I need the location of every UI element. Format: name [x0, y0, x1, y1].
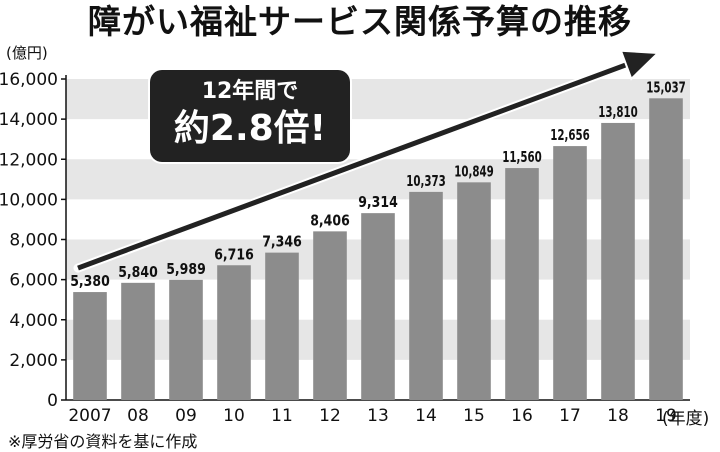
bar — [313, 231, 347, 400]
x-tick-label: 12 — [319, 406, 341, 426]
y-tick-label: 0 — [47, 391, 58, 411]
bar — [361, 213, 395, 400]
value-label: 13,810 — [598, 103, 638, 121]
value-labels: 5,380 5,840 5,989 6,716 7,346 8,406 9,314 10,37… — [70, 78, 686, 290]
x-tick-label: 15 — [463, 406, 485, 426]
value-label: 10,373 — [406, 172, 446, 190]
y-axis-unit: (億円) — [6, 44, 48, 62]
bar — [121, 282, 155, 400]
x-tick-label: 13 — [367, 406, 389, 426]
value-label: 10,849 — [454, 162, 494, 180]
x-tick-label: 2007 — [68, 406, 111, 426]
bar — [553, 146, 587, 400]
bar — [217, 265, 251, 400]
y-tick-label: 4,000 — [9, 311, 58, 331]
x-tick-label: 09 — [175, 406, 197, 426]
x-tick-label: 16 — [511, 406, 533, 426]
y-tick-label: 12,000 — [0, 150, 58, 170]
x-tick-label: 19 — [655, 406, 677, 426]
value-label: 11,560 — [502, 148, 542, 166]
x-tick-label: 17 — [559, 406, 581, 426]
value-label: 5,380 — [70, 272, 110, 290]
y-tick-label: 16,000 — [0, 70, 58, 90]
annotation-line2: 約2.8倍! — [173, 108, 327, 149]
bar — [649, 98, 683, 400]
y-tick-label: 10,000 — [0, 190, 58, 210]
trend-arrow-head — [619, 49, 661, 81]
x-tick-label: 08 — [127, 406, 149, 426]
bar — [73, 292, 107, 400]
x-tick-label: 10 — [223, 406, 245, 426]
value-label: 5,840 — [118, 263, 158, 281]
x-axis-unit: (年度) — [662, 409, 710, 429]
trend-arrow — [73, 49, 661, 273]
trend-arrow-shaft — [77, 62, 627, 271]
y-tick-label: 14,000 — [0, 110, 58, 130]
source-note: ※厚労省の資料を基に作成 — [8, 432, 198, 451]
y-tick-label: 6,000 — [9, 271, 58, 291]
value-label: 7,346 — [262, 233, 302, 251]
x-tick-label: 14 — [415, 406, 437, 426]
value-label: 5,989 — [166, 260, 206, 278]
value-label: 9,314 — [358, 193, 398, 211]
value-label: 6,716 — [214, 245, 254, 263]
chart-title: 障がい福祉サービス関係予算の推移 — [88, 2, 632, 41]
x-tick-label: 11 — [271, 406, 293, 426]
y-tick-label: 8,000 — [9, 231, 58, 251]
value-label: 8,406 — [310, 211, 350, 229]
bar — [169, 279, 203, 400]
bar — [265, 252, 299, 400]
bar — [409, 191, 443, 400]
x-tick-label: 18 — [607, 406, 629, 426]
bars — [73, 98, 683, 400]
bar — [457, 182, 491, 400]
annotation-callout: 12年間で 約2.8倍! — [150, 70, 350, 162]
y-tick-label: 2,000 — [9, 351, 58, 371]
value-label: 15,037 — [646, 78, 686, 96]
value-label: 12,656 — [550, 126, 590, 144]
bar — [505, 168, 539, 400]
annotation-line1: 12年間で — [201, 79, 299, 104]
bar — [601, 122, 635, 400]
